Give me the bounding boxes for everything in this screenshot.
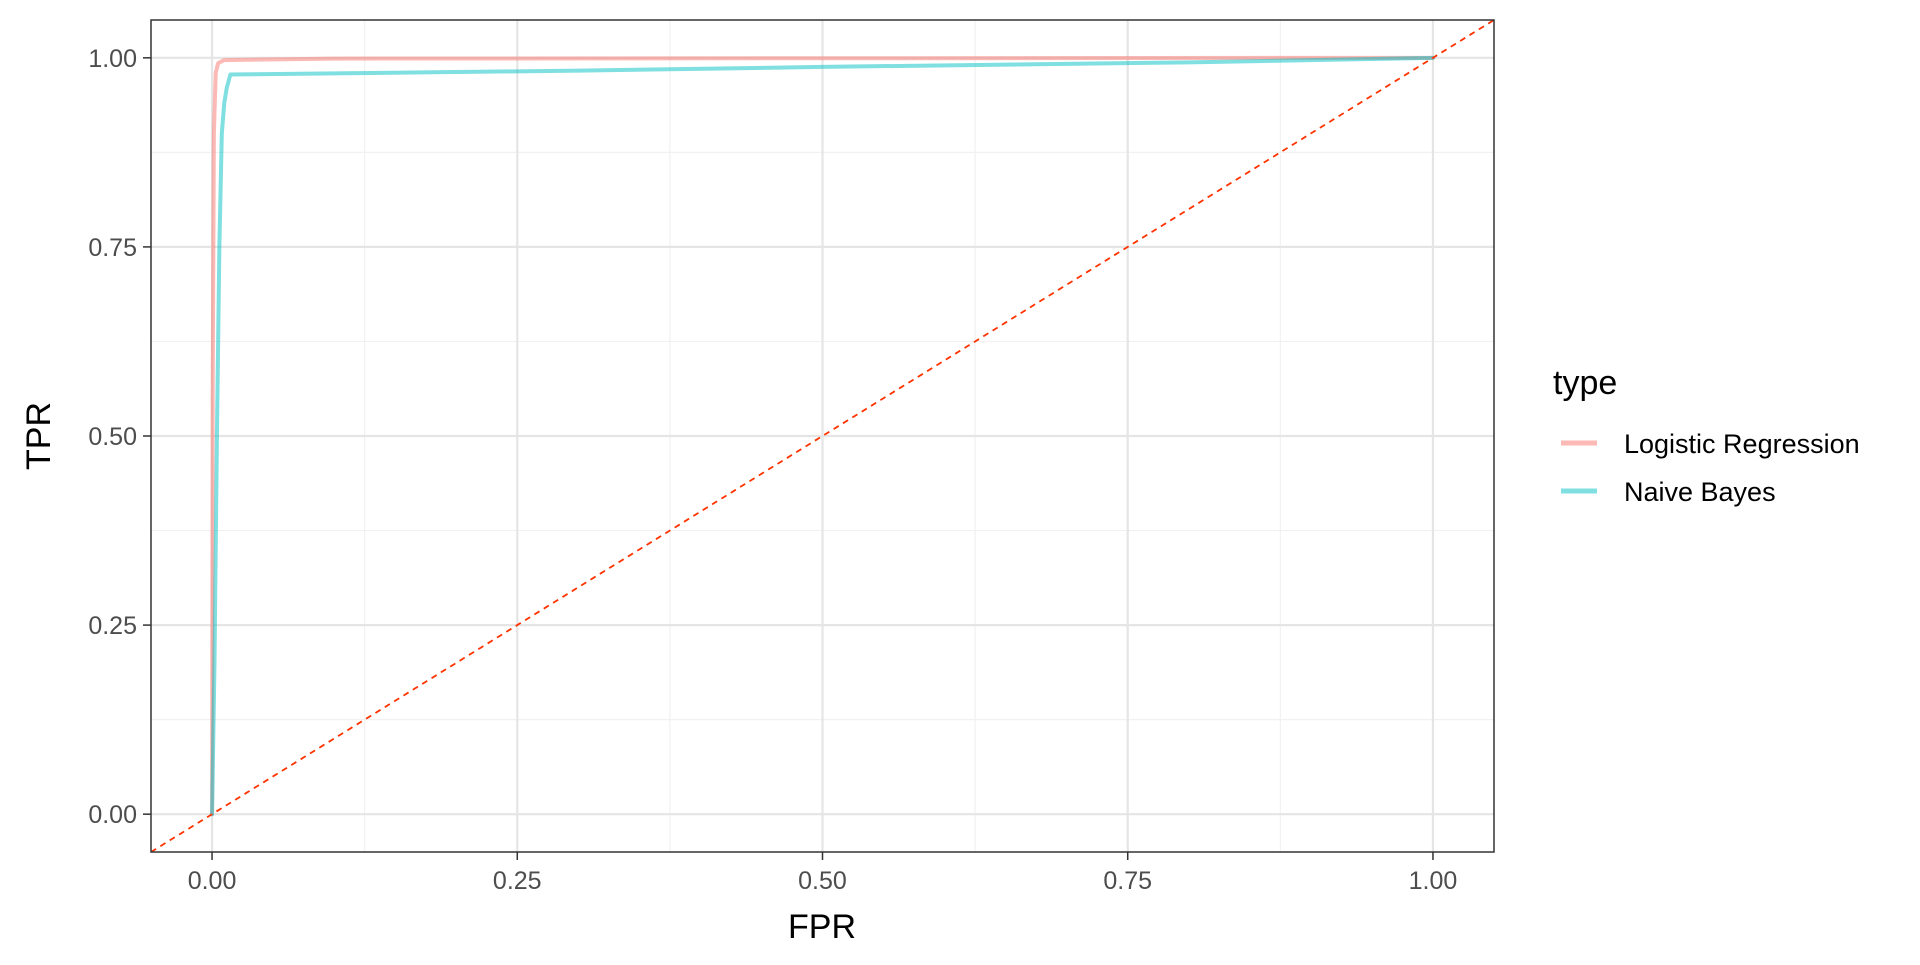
x-axis-ticks: 0.00 0.25 0.50 0.75 1.00 [188, 852, 1458, 895]
legend-title: type [1553, 364, 1617, 402]
x-tick-label: 0.00 [188, 867, 237, 895]
y-tick-label: 0.25 [88, 612, 137, 640]
legend-label: Logistic Regression [1624, 429, 1860, 459]
x-tick-label: 0.25 [493, 867, 542, 895]
x-tick-label: 1.00 [1409, 867, 1458, 895]
y-tick-label: 1.00 [88, 45, 137, 73]
legend-items: Logistic Regression Naive Bayes [1561, 429, 1860, 507]
y-tick-label: 0.00 [88, 801, 137, 829]
y-axis-ticks: 0.00 0.25 0.50 0.75 1.00 [88, 45, 151, 829]
y-tick-label: 0.75 [88, 234, 137, 262]
y-axis-title: TPR [20, 402, 58, 470]
series-line-logistic-regression [210, 55, 1435, 817]
legend-label: Naive Bayes [1624, 477, 1776, 507]
x-tick-label: 0.50 [798, 867, 847, 895]
x-axis-title: FPR [788, 908, 856, 946]
series-layer [210, 55, 1435, 817]
series-line-naive-bayes [210, 55, 1435, 817]
legend: type Logistic Regression Naive Bayes [1553, 364, 1860, 507]
y-tick-label: 0.50 [88, 423, 137, 451]
x-tick-label: 0.75 [1103, 867, 1152, 895]
